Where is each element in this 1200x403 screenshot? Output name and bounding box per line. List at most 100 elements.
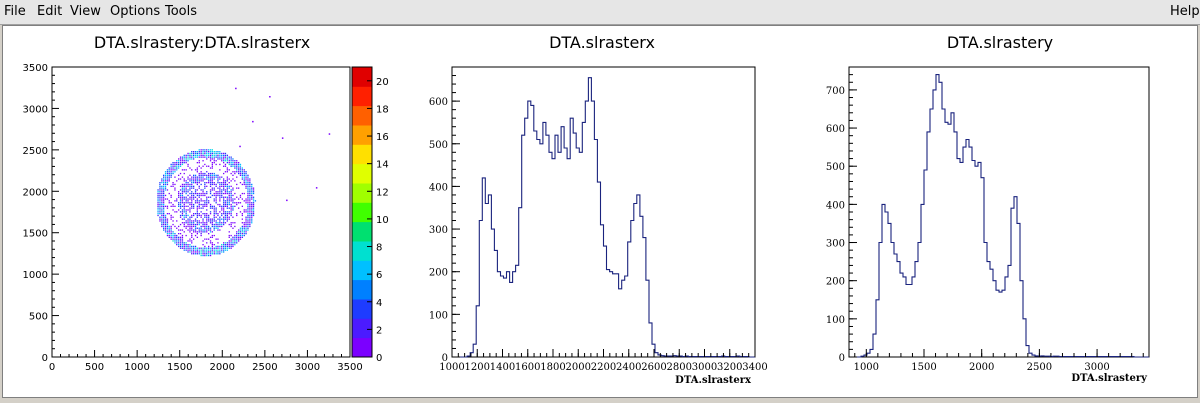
heatmap-cell [178,245,180,248]
heatmap-cell [170,176,172,178]
heatmap-cell [181,205,184,207]
heatmap-cell [198,200,200,202]
heatmap-cell [219,169,221,171]
heatmap-cell [198,214,200,217]
menu-view[interactable]: View [70,4,101,19]
heatmap-cell [234,222,236,224]
heatmap-cell [181,194,184,197]
heatmap-cell [200,167,202,169]
heatmap-cell [189,223,191,226]
heatmap-cell [213,211,215,213]
colorbar-segment [352,260,372,281]
heatmap-cell [189,229,191,231]
heatmap-outlier [269,96,271,98]
heatmap-cell [174,205,176,207]
heatmap-cell [157,198,159,200]
heatmap-cell [209,192,212,195]
heatmap-cell [159,183,161,186]
heatmap-cell [174,176,176,178]
heatmap-cell [230,211,232,213]
heatmap-cell [194,231,197,233]
menu-help[interactable]: Help [1170,4,1200,19]
heatmap-cell [211,253,213,255]
heatmap-cell [228,191,230,193]
heatmap-cell [213,198,215,200]
heatmap-cell [213,160,215,162]
heatmap-cell [211,245,213,248]
heatmap-cell [172,234,174,237]
heatmap-cell [193,151,195,153]
heatmap-cell [247,194,249,197]
heatmap-cell [179,178,182,180]
heatmap-cell [181,214,184,217]
heatmap-cell [226,198,228,200]
heatmap-cell [206,151,208,153]
heatmap-cell [206,209,208,211]
heatmap-cell [221,247,223,249]
heatmap-cell [159,194,161,197]
heatmap-cell [247,216,249,218]
heatmap-cell [247,207,249,209]
heatmap-cell [245,229,247,231]
pad-hist-x[interactable]: DTA.slrasterx 1000 1200 1400 1600 1800 2000 22… [429,33,768,386]
heatmap-cell [232,238,234,240]
heatmap-cell [157,200,159,202]
heatmap-cell [209,213,212,215]
heatmap-cell [163,218,165,220]
heatmap-cell [176,227,178,229]
heatmap-cell [228,247,230,249]
heatmap-cell [223,172,225,175]
heatmap-cell [172,165,174,167]
heatmap-cell [224,185,227,187]
heatmap-cell [217,178,219,180]
heatmap-cell [204,245,206,248]
root-canvas[interactable]: DTA.slrastery:DTA.slrasterx 0 500 1000 1500… [2,25,1198,398]
menu-options[interactable]: Options [110,4,161,19]
heatmap-cell [200,180,202,182]
pad-heatmap[interactable]: DTA.slrastery:DTA.slrasterx 0 500 1000 1500… [23,33,389,373]
heatmap-cell [245,220,247,222]
heatmap-cell [252,192,255,195]
heatmap-cell [247,180,249,182]
heatmap-cell [219,253,221,255]
heatmap-cell [198,176,200,178]
heatmap-cell [196,251,198,253]
menu-file[interactable]: File [4,4,26,19]
heatmap-cell [211,172,213,175]
heatmap-cell [166,220,169,222]
heatmap-cell [215,176,217,178]
heatmap-cell [185,202,187,204]
hist-x-plot: 1000 1200 1400 1600 1800 2000 2200 2400 2600 2800… [429,66,768,373]
heatmap-cell [245,227,247,229]
heatmap-cell [236,162,238,164]
heatmap-cell [245,222,247,224]
heatmap-cell [172,183,174,186]
heatmap-cell [206,253,208,255]
heatmap-cell [163,182,165,184]
heatmap-cell [204,194,206,197]
heatmap-cell [247,183,249,186]
pad-hist-y[interactable]: DTA.slrastery 1000 1500 2000 2500 3000010020… [826,33,1150,384]
heatmap-cell [185,200,187,202]
heatmap-cell [239,234,242,237]
heatmap-cell [245,209,247,211]
heatmap-cell [226,214,228,217]
menu-tools[interactable]: Tools [165,4,198,19]
heatmap-cell [198,203,200,206]
heatmap-cell [208,245,210,248]
heatmap-cell [226,242,228,244]
menu-edit[interactable]: Edit [37,4,63,19]
heatmap-cell [204,213,206,215]
heatmap-cell [224,165,227,167]
heatmap-cell [243,209,245,211]
heatmap-cell [181,189,184,191]
heatmap-cell [179,165,182,167]
heatmap-cell [228,242,230,244]
heatmap-cell [245,171,247,173]
heatmap-cell [213,205,215,207]
heatmap-cell [209,240,212,242]
heatmap-cell [194,220,197,222]
heatmap-cell [174,162,176,164]
heatmap-cell [194,249,197,251]
heatmap-cell [174,200,176,202]
